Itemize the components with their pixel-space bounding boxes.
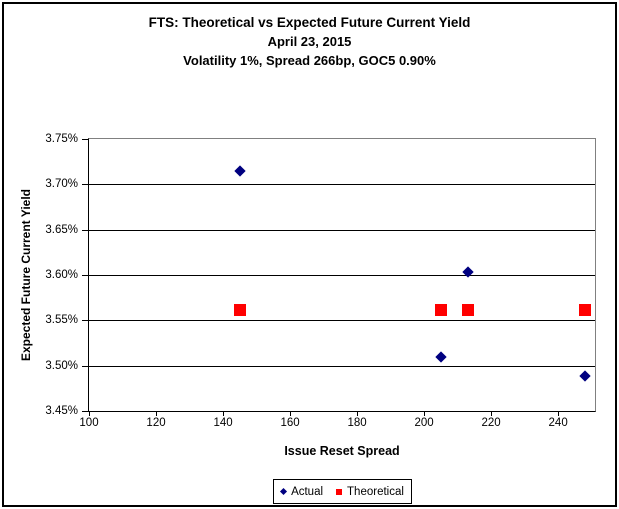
y-tick-label: 3.75% xyxy=(45,133,78,145)
y-axis-tick xyxy=(82,365,88,367)
data-point-actual xyxy=(461,266,474,278)
y-tick-label: 3.70% xyxy=(45,178,78,191)
data-point-actual xyxy=(435,350,447,363)
y-axis-tick xyxy=(82,411,88,412)
x-axis-tick xyxy=(558,411,560,416)
x-axis-tick xyxy=(223,411,225,416)
square-marker-icon xyxy=(336,488,343,495)
y-tick-label: 3.55% xyxy=(45,314,78,327)
y-tick-label: 3.60% xyxy=(45,269,78,281)
gridline xyxy=(89,275,595,276)
y-tick-label: 3.65% xyxy=(45,223,78,236)
x-axis-tick xyxy=(357,411,359,416)
plot-area: 3.45% 3.50% 3.55% 3.60% 3.65% 3.70% 3.75% 100 12… xyxy=(45,133,596,429)
gridline xyxy=(89,229,595,231)
data-point-theoretical xyxy=(233,304,246,317)
y-tick-label: 3.45% xyxy=(45,405,78,417)
x-tick-label: 220 xyxy=(481,417,501,429)
chart-title: FTS: Theoretical vs Expected Future Curr… xyxy=(148,15,471,30)
x-axis-tick xyxy=(89,411,90,416)
data-point-actual xyxy=(234,165,246,177)
y-axis-tick xyxy=(82,139,88,140)
legend-item-label: Actual xyxy=(291,485,324,498)
x-tick-label: 120 xyxy=(146,417,166,429)
legend-item-label: Theoretical xyxy=(347,485,404,498)
chart-title-block: FTS: Theoretical vs Expected Future Curr… xyxy=(0,13,619,70)
gridline xyxy=(89,320,595,322)
y-axis-title: Expected Future Current Yield xyxy=(19,188,33,362)
data-point-theoretical xyxy=(578,304,591,317)
legend-item-actual: Actual xyxy=(280,485,324,498)
y-axis-tick xyxy=(82,184,88,186)
chart-subtitle-date: April 23, 2015 xyxy=(267,34,352,49)
y-tick-label: 3.50% xyxy=(45,359,78,372)
x-axis-tick xyxy=(156,411,158,416)
gridline xyxy=(89,184,595,186)
legend-item-theoretical: Theoretical xyxy=(336,486,404,498)
gridline xyxy=(89,365,595,367)
x-tick-label: 180 xyxy=(347,417,367,429)
chart-subtitle-params: Volatility 1%, Spread 266bp, GOC5 0.90% xyxy=(183,53,436,68)
x-axis-title: Issue Reset Spread xyxy=(284,444,400,458)
x-tick-label: 140 xyxy=(213,417,233,429)
y-axis-tick xyxy=(82,320,88,322)
data-point-theoretical xyxy=(434,304,447,317)
data-point-actual xyxy=(579,369,591,382)
data-point-theoretical xyxy=(461,304,474,317)
x-tick-label: 100 xyxy=(79,417,99,429)
x-tick-label: 200 xyxy=(414,417,434,429)
x-axis-tick xyxy=(424,411,426,416)
x-axis-tick xyxy=(491,411,493,416)
legend: Actual Theoretical xyxy=(273,479,412,504)
x-tick-label: 160 xyxy=(280,417,300,429)
x-axis-tick xyxy=(290,411,292,416)
y-axis-tick xyxy=(82,275,88,276)
diamond-marker-icon xyxy=(280,487,288,496)
y-axis-tick xyxy=(82,229,88,231)
x-tick-label: 240 xyxy=(548,417,568,429)
